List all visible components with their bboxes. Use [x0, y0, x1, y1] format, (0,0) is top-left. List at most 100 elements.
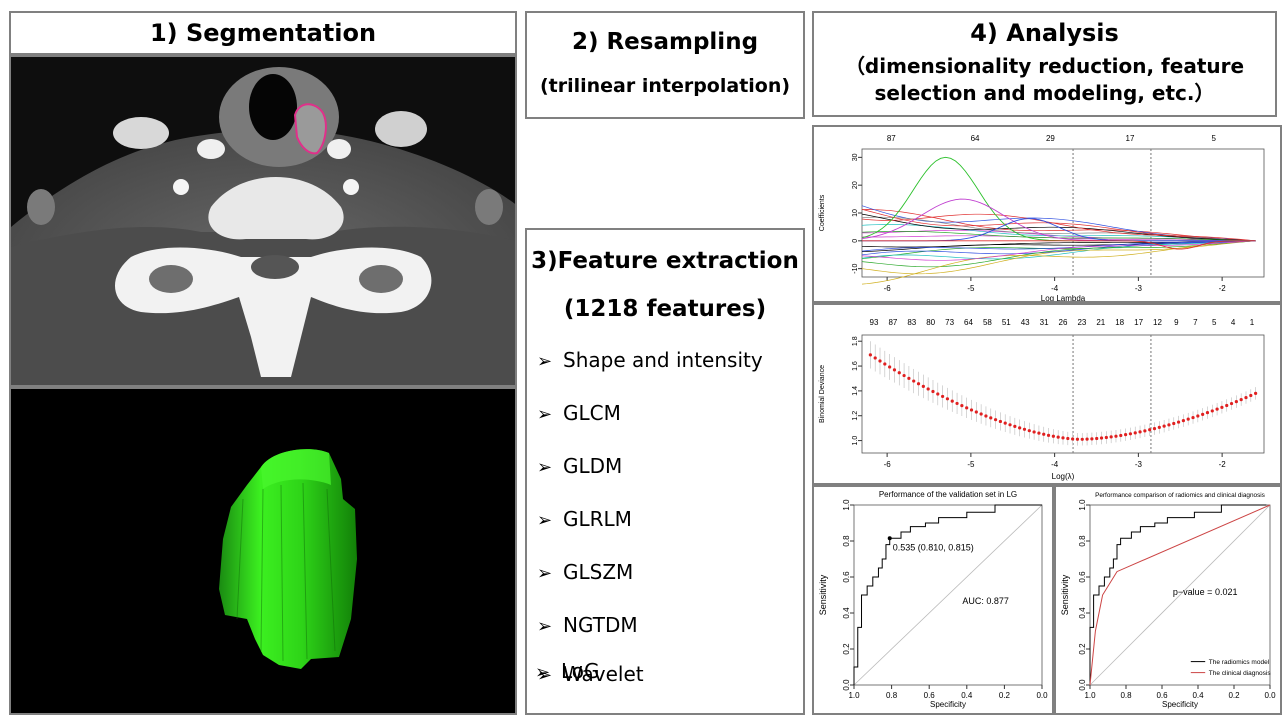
arrow-bullet-icon: ➢ [535, 662, 551, 683]
deviance-point [1143, 429, 1147, 433]
feature-item-label: NGTDM [563, 613, 638, 637]
analysis-subtitle: （dimensionality reduction, feature selec… [814, 53, 1275, 107]
deviance-point [1061, 436, 1065, 440]
x-tick-label: 0.2 [999, 691, 1011, 700]
deviance-point [1220, 405, 1224, 409]
feature-item-label: GLRLM [563, 507, 632, 531]
deviance-point [1003, 421, 1007, 425]
coefficient-path [861, 208, 1256, 242]
deviance-point [1051, 434, 1055, 438]
top-tick-label: 87 [888, 318, 897, 327]
plot-frame [861, 334, 1265, 454]
deviance-point [1066, 436, 1070, 441]
y-axis-label: Sensitivity [1060, 574, 1070, 615]
arrow-bullet-icon: ➢ [537, 457, 553, 478]
deviance-point [1133, 431, 1137, 435]
x-tick-label: -6 [884, 284, 892, 293]
y-tick-label: 1.0 [842, 499, 851, 511]
deviance-point [1229, 401, 1234, 406]
top-tick-label: 17 [1126, 134, 1135, 143]
arrow-bullet-icon: ➢ [537, 616, 553, 637]
arrow-bullet-icon: ➢ [537, 404, 553, 425]
deviance-point [974, 410, 978, 414]
top-tick-label: 5 [1212, 318, 1217, 327]
deviance-point [897, 371, 901, 375]
y-tick-label: 0.4 [842, 607, 851, 619]
x-tick-label: 0.6 [1156, 691, 1168, 700]
deviance-point [1254, 391, 1258, 395]
x-tick-label: 0.0 [1264, 691, 1276, 700]
deviance-point [1042, 432, 1046, 436]
top-tick-label: 58 [983, 318, 992, 327]
deviance-point [1095, 436, 1099, 441]
y-tick-label: 0.2 [842, 643, 851, 655]
deviance-point [1114, 434, 1118, 438]
deviance-point [1071, 437, 1075, 441]
top-tick-label: 12 [1153, 318, 1162, 327]
deviance-point [941, 394, 945, 399]
y-tick-label: 1.4 [852, 386, 859, 396]
deviance-point [1196, 414, 1200, 418]
deviance-point [907, 376, 911, 380]
top-tick-label: 17 [1134, 318, 1143, 327]
deviance-point [979, 412, 983, 416]
x-tick-label: 0.6 [924, 691, 936, 700]
top-tick-label: 80 [926, 318, 935, 327]
deviance-point [1119, 433, 1123, 438]
deviance-point [1022, 427, 1027, 431]
resampling-box: 2) Resampling (trilinear interpolation) [525, 11, 805, 119]
feature-extraction-title: 3)Feature extraction [531, 248, 799, 274]
y-tick-label: 1.2 [852, 411, 859, 421]
coefficient-path [861, 213, 1256, 242]
deviance-point [873, 356, 877, 360]
x-axis-label: Specificity [1162, 700, 1198, 709]
deviance-point [1018, 426, 1022, 430]
deviance-point [1090, 437, 1094, 441]
analysis-subtitle-line2: selection and modeling, etc.） [874, 81, 1215, 105]
feature-item: ➢ GLRLM [537, 507, 632, 531]
deviance-point [1210, 409, 1214, 413]
cv-deviance-chart: -6 -5 -4 -3 -2 1.0 1.2 1.4 1.6 1.8 93 87 83 80 73 64 58 5… [812, 303, 1282, 485]
x-tick-label: -4 [1051, 460, 1059, 469]
deviance-point [993, 418, 998, 422]
x-tick-label: 1.0 [848, 691, 860, 700]
deviance-point [1128, 432, 1133, 436]
deviance-point [902, 373, 906, 378]
feature-count: (1218 features) [563, 296, 767, 322]
y-tick-label: 0.0 [1078, 679, 1087, 691]
deviance-point [931, 389, 935, 394]
x-tick-label: -5 [967, 460, 975, 469]
deviance-point [883, 362, 887, 366]
threshold-point [887, 536, 892, 541]
deviance-point [1244, 395, 1248, 400]
deviance-point [960, 404, 964, 408]
diagonal-reference [1089, 504, 1271, 686]
y-tick-label: 1.8 [852, 336, 859, 346]
feature-item-label: GLDM [563, 454, 623, 478]
deviance-point [1099, 436, 1104, 440]
deviance-point [1032, 430, 1036, 434]
resampling-title: 2) Resampling [571, 29, 759, 55]
top-tick-label: 29 [1046, 134, 1055, 143]
y-tick-label: 0 [852, 239, 859, 243]
feature-item: ➢ Wavelet [537, 662, 644, 686]
deviance-point [1148, 428, 1152, 432]
deviance-point [950, 399, 954, 403]
deviance-point [989, 416, 993, 420]
arrow-bullet-icon: ➢ [537, 563, 553, 584]
x-axis-label: Log Lambda [1041, 294, 1086, 301]
deviance-point [1249, 393, 1253, 398]
x-tick-label: 0.8 [886, 691, 898, 700]
x-tick-label: -6 [884, 460, 892, 469]
top-tick-label: 83 [907, 318, 916, 327]
threshold-annotation: 0.535 (0.810, 0.815) [893, 542, 974, 552]
deviance-point [1201, 412, 1205, 416]
deviance-point [916, 382, 921, 386]
y-tick-label: 1.6 [852, 361, 859, 371]
deviance-point [1124, 433, 1128, 437]
deviance-point [1013, 424, 1017, 428]
roc-comparison-chart: 1.0 1.0 0.8 0.8 0.6 0.6 0.4 0.4 0.2 0.2 0.0 0.0 Spec… [1054, 485, 1282, 715]
deviance-point [1138, 430, 1142, 434]
top-tick-label: 43 [1021, 318, 1030, 327]
3d-volume-render [9, 387, 517, 715]
